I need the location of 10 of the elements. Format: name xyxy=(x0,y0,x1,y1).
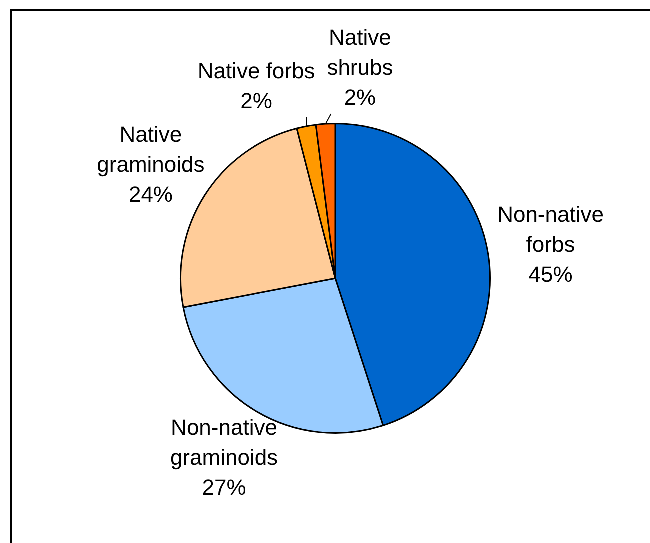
data-label: 24% xyxy=(128,182,173,208)
slice-label: Native graminoids xyxy=(97,122,205,178)
slice-label: Non-native forbs xyxy=(498,202,604,257)
data-label: 2% xyxy=(240,88,272,114)
data-label: 27% xyxy=(202,475,246,500)
data-label: 45% xyxy=(528,262,573,287)
slice-label: Non-native graminoids xyxy=(170,415,278,470)
slice-label: Native forbs xyxy=(198,58,316,84)
data-label: 2% xyxy=(344,85,376,110)
slice-label: Native shrubs xyxy=(327,25,394,80)
